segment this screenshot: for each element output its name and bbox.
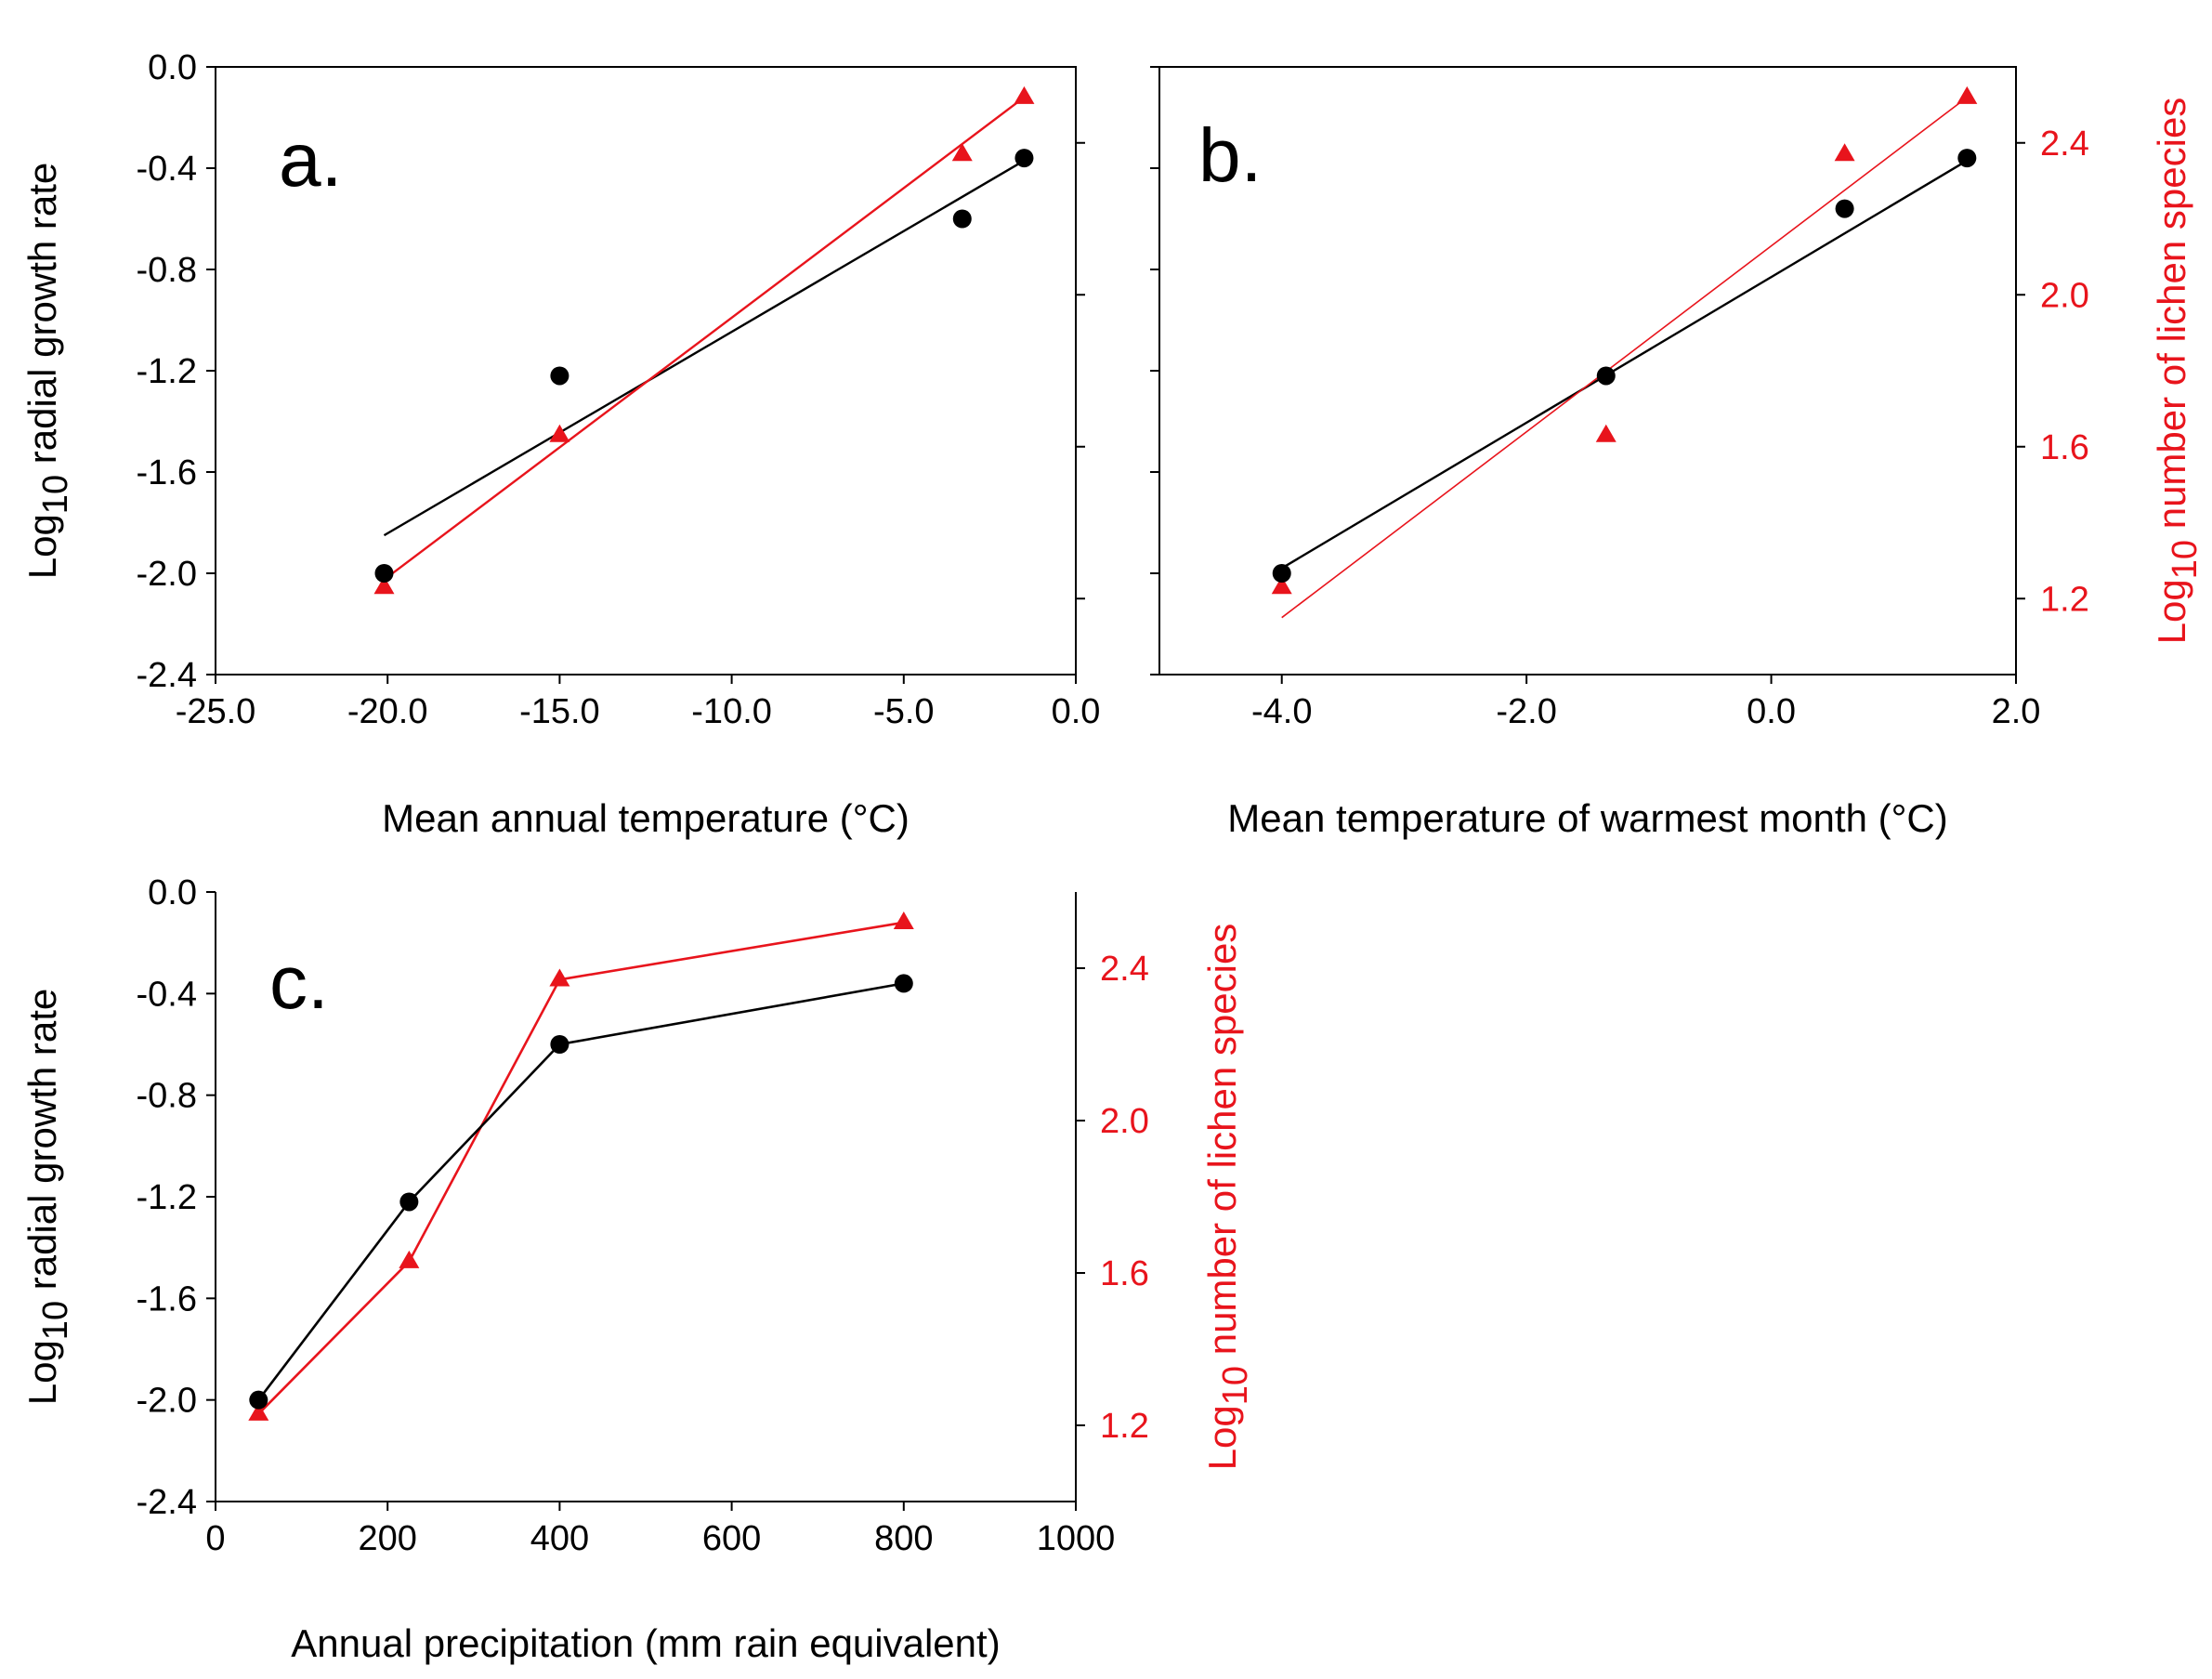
- species-point: [893, 912, 914, 930]
- y-tick-label: -1.2: [137, 352, 197, 391]
- panel-label: c.: [269, 940, 329, 1025]
- panel-a: -25.0 -20.0 -15.0 -10.0 -5.0 0.0 0.0 -0.4 -0.8 -1…: [20, 48, 1100, 840]
- x-tick-label: 200: [358, 1519, 416, 1558]
- growth-point: [894, 974, 913, 993]
- species-point: [1834, 143, 1855, 162]
- species-fit-line: [383, 96, 1026, 581]
- species-point: [248, 1402, 269, 1421]
- x-tick-label: 0: [205, 1519, 225, 1558]
- species-point: [549, 968, 570, 987]
- growth-point: [1957, 149, 1977, 168]
- y-tick-label: 0.0: [148, 48, 197, 87]
- y2-tick-label: 1.6: [1100, 1254, 1149, 1293]
- x-tick-label: 800: [874, 1519, 933, 1558]
- x-tick-label: 2.0: [1992, 692, 2041, 731]
- y-tick-label: -0.4: [137, 975, 197, 1014]
- x-tick-label: -5.0: [873, 692, 934, 731]
- growth-point: [1014, 149, 1034, 168]
- panel-label: b.: [1198, 113, 1262, 198]
- y-tick-label: 0.0: [148, 873, 197, 912]
- y-tick-label: -2.0: [137, 555, 197, 594]
- growth-point: [374, 564, 394, 583]
- growth-fit-line: [383, 159, 1026, 537]
- growth-fit-line: [1281, 159, 1968, 570]
- species-point: [1271, 576, 1292, 595]
- growth-point: [1272, 564, 1291, 583]
- species-series-line: [257, 921, 905, 1415]
- y2-tick-label: 2.0: [2040, 276, 2089, 315]
- growth-point: [550, 1035, 569, 1054]
- y-tick-label: -2.4: [137, 1483, 197, 1522]
- y2-tick-label: 1.2: [2040, 580, 2089, 619]
- y-tick-label: -1.6: [137, 1279, 197, 1318]
- species-point: [399, 1250, 420, 1268]
- y2-tick-label: 2.0: [1100, 1102, 1149, 1141]
- x-tick-label: -20.0: [347, 692, 428, 731]
- panel-b: -4.0 -2.0 0.0 2.0 1.2 1.6 2.0 2.4 b. Mean tempera…: [1150, 66, 2205, 840]
- y-tick-label: -1.2: [137, 1178, 197, 1217]
- species-point: [549, 424, 570, 442]
- x-axis-title: Mean annual temperature (°C): [382, 796, 910, 840]
- growth-point: [550, 366, 569, 386]
- species-point: [1595, 424, 1616, 442]
- y-tick-label: -1.6: [137, 453, 197, 492]
- y-axis-title: Log10 radial growth rate: [20, 989, 75, 1406]
- y2-axis-title: Log10 number of lichen species: [1200, 924, 1255, 1471]
- x-tick-label: -2.0: [1496, 692, 1556, 731]
- x-tick-label: 1000: [1037, 1519, 1116, 1558]
- y-tick-label: -2.4: [137, 656, 197, 695]
- x-axis-title: Mean temperature of warmest month (°C): [1227, 796, 1947, 840]
- species-point: [1014, 85, 1035, 104]
- y2-tick-label: 1.2: [1100, 1407, 1149, 1446]
- x-tick-label: -25.0: [176, 692, 256, 731]
- x-axis-title: Annual precipitation (mm rain equivalent…: [291, 1621, 1000, 1665]
- growth-point: [952, 209, 972, 229]
- x-tick-label: -10.0: [691, 692, 772, 731]
- y-tick-label: -2.0: [137, 1382, 197, 1421]
- y2-tick-label: 2.4: [1100, 950, 1149, 989]
- y2-axis-title: Log10 number of lichen species: [2150, 98, 2205, 645]
- y-tick-label: -0.8: [137, 251, 197, 290]
- species-point: [1957, 85, 1978, 104]
- species-point: [951, 143, 973, 162]
- y-tick-label: -0.8: [137, 1077, 197, 1116]
- x-tick-label: 0.0: [1747, 692, 1796, 731]
- growth-point: [1596, 366, 1616, 386]
- y-axis-title: Log10 radial growth rate: [20, 163, 75, 580]
- x-tick-label: -15.0: [519, 692, 600, 731]
- species-fit-line: [1281, 97, 1968, 619]
- y2-tick-label: 1.6: [2040, 428, 2089, 467]
- x-tick-label: 600: [702, 1519, 761, 1558]
- growth-point: [249, 1390, 268, 1410]
- y-tick-label: -0.4: [137, 150, 197, 189]
- panel-c: 0 200 400 600 800 1000 0.0 -0.4 -0.8 -1.2 -1.6 -2.0…: [20, 873, 1255, 1665]
- plot-frame: [215, 66, 1077, 676]
- x-tick-label: 400: [530, 1519, 589, 1558]
- growth-point: [399, 1192, 419, 1212]
- y2-tick-label: 2.4: [2040, 125, 2089, 164]
- growth-series-line: [257, 982, 905, 1401]
- x-tick-label: 0.0: [1052, 692, 1101, 731]
- panel-label: a.: [279, 118, 342, 203]
- x-tick-label: -4.0: [1251, 692, 1312, 731]
- growth-point: [1835, 199, 1854, 218]
- species-point: [373, 576, 395, 595]
